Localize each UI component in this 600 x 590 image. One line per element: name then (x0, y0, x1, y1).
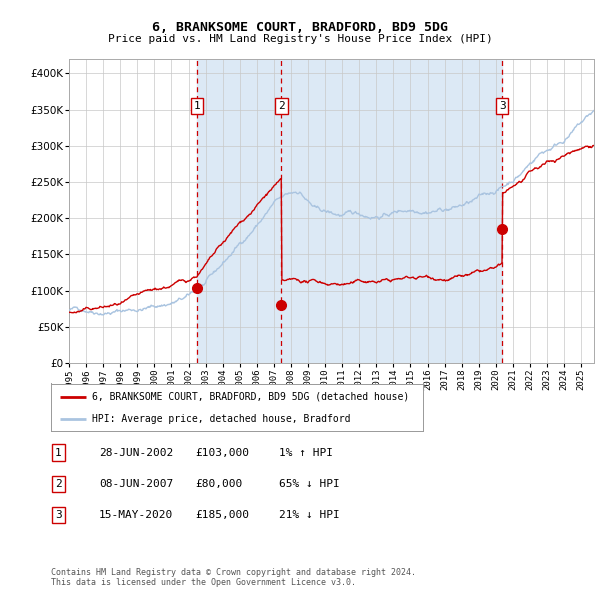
Text: 6, BRANKSOME COURT, BRADFORD, BD9 5DG (detached house): 6, BRANKSOME COURT, BRADFORD, BD9 5DG (d… (92, 392, 409, 402)
Text: 15-MAY-2020: 15-MAY-2020 (99, 510, 173, 520)
Text: 6, BRANKSOME COURT, BRADFORD, BD9 5DG: 6, BRANKSOME COURT, BRADFORD, BD9 5DG (152, 21, 448, 34)
Text: 28-JUN-2002: 28-JUN-2002 (99, 448, 173, 457)
Text: Price paid vs. HM Land Registry's House Price Index (HPI): Price paid vs. HM Land Registry's House … (107, 34, 493, 44)
Text: 1: 1 (194, 101, 200, 111)
Bar (197, 59, 281, 363)
Text: Contains HM Land Registry data © Crown copyright and database right 2024.
This d: Contains HM Land Registry data © Crown c… (51, 568, 416, 587)
Text: 3: 3 (499, 101, 506, 111)
Text: 2: 2 (55, 479, 62, 489)
Text: HPI: Average price, detached house, Bradford: HPI: Average price, detached house, Brad… (92, 414, 350, 424)
Text: 1: 1 (55, 448, 62, 457)
Text: 08-JUN-2007: 08-JUN-2007 (99, 479, 173, 489)
Text: £80,000: £80,000 (195, 479, 242, 489)
Text: £103,000: £103,000 (195, 448, 249, 457)
Text: 3: 3 (55, 510, 62, 520)
Text: £185,000: £185,000 (195, 510, 249, 520)
Text: 65% ↓ HPI: 65% ↓ HPI (279, 479, 340, 489)
Text: 21% ↓ HPI: 21% ↓ HPI (279, 510, 340, 520)
Text: 2: 2 (278, 101, 285, 111)
Bar (281, 59, 502, 363)
Text: 1% ↑ HPI: 1% ↑ HPI (279, 448, 333, 457)
